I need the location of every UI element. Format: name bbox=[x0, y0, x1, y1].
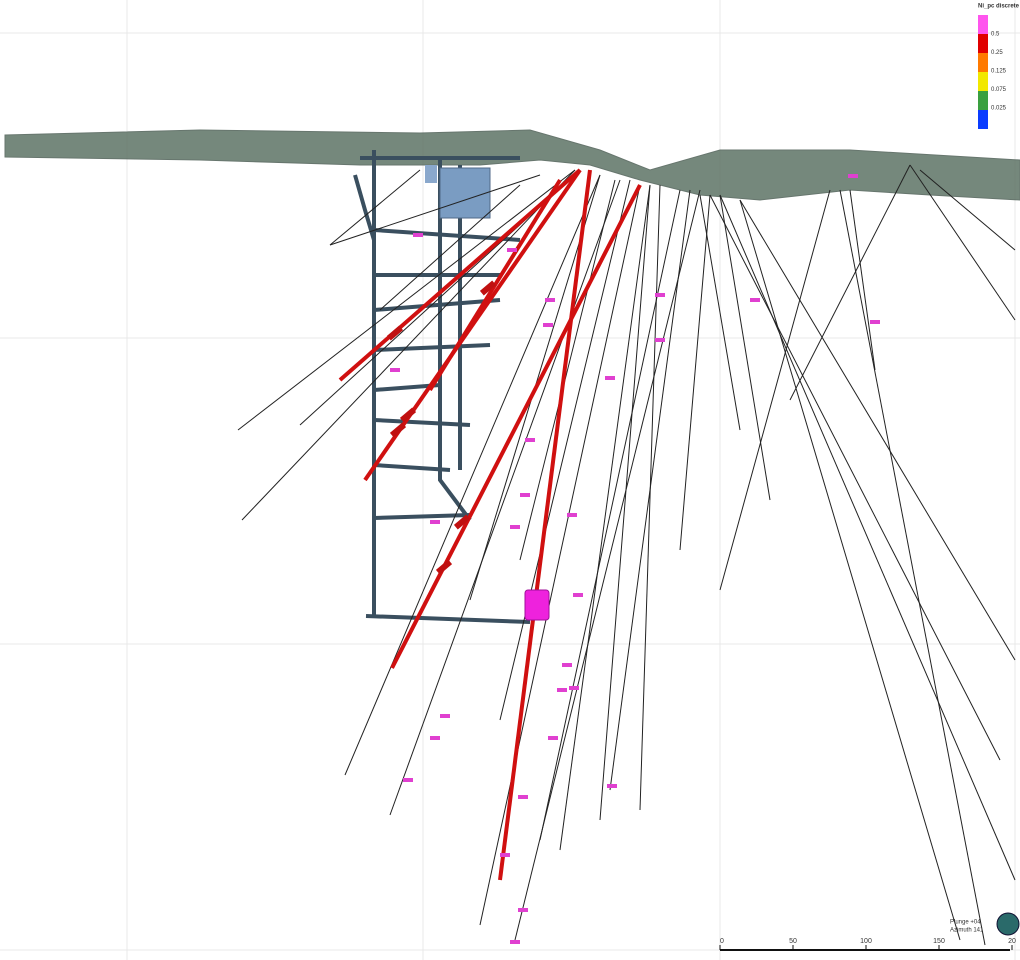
assay-marker bbox=[655, 293, 665, 297]
assay-marker bbox=[500, 853, 510, 857]
legend-label: 0.25 bbox=[991, 50, 1003, 56]
assay-marker bbox=[569, 686, 579, 690]
assay-marker bbox=[567, 513, 577, 517]
drillhole bbox=[639, 184, 661, 811]
assay-markers bbox=[386, 174, 880, 944]
drillhole bbox=[719, 189, 831, 591]
scale-label: 100 bbox=[860, 938, 872, 945]
drillholes bbox=[237, 164, 1016, 946]
legend-label: 0.125 bbox=[991, 69, 1007, 75]
assay-marker bbox=[390, 368, 400, 372]
scale-label: 50 bbox=[789, 938, 797, 945]
assay-marker bbox=[440, 714, 450, 718]
drillhole bbox=[739, 199, 961, 941]
azimuth: Azimuth 141 bbox=[950, 928, 984, 934]
legend-swatch bbox=[978, 53, 988, 72]
drillhole bbox=[539, 189, 681, 841]
scale-label: 20 bbox=[1008, 938, 1016, 945]
drillhole bbox=[909, 164, 1016, 321]
assay-marker bbox=[518, 908, 528, 912]
assay-marker bbox=[870, 320, 880, 324]
assay-marker bbox=[607, 784, 617, 788]
drillhole bbox=[237, 169, 576, 431]
drillhole bbox=[709, 194, 1001, 761]
drillhole bbox=[679, 194, 711, 551]
drillhole bbox=[719, 194, 771, 501]
drillhole bbox=[919, 169, 1016, 251]
assay-marker bbox=[543, 323, 553, 327]
legend-label: 0.025 bbox=[991, 106, 1007, 112]
assay-marker bbox=[557, 688, 567, 692]
assay-marker bbox=[605, 376, 615, 380]
drillhole bbox=[699, 194, 741, 431]
drillhole bbox=[344, 174, 601, 776]
scale-bar: 0 50 100 150 20 bbox=[719, 938, 1016, 951]
drillhole-red bbox=[498, 169, 592, 881]
assay-marker bbox=[573, 593, 583, 597]
drillhole bbox=[329, 174, 541, 246]
assay-marker bbox=[430, 736, 440, 740]
drillhole bbox=[559, 184, 651, 851]
drillhole bbox=[849, 189, 876, 371]
legend-label: 0.5 bbox=[991, 32, 1000, 38]
assay-marker bbox=[848, 174, 858, 178]
assay-marker bbox=[510, 525, 520, 529]
assay-marker bbox=[655, 338, 665, 342]
drillhole bbox=[241, 169, 576, 521]
globe-icon bbox=[996, 912, 1020, 936]
underground-workings bbox=[353, 150, 531, 624]
drillhole bbox=[499, 179, 631, 721]
assay-marker bbox=[562, 663, 572, 667]
legend-swatch bbox=[978, 110, 988, 129]
drillhole-red bbox=[338, 168, 582, 382]
assay-cylinder bbox=[524, 589, 550, 621]
drillhole bbox=[329, 169, 421, 246]
legend-swatch bbox=[978, 91, 988, 110]
legend-label: 0.075 bbox=[991, 87, 1007, 93]
scale-label: 0 bbox=[720, 938, 724, 945]
assay-marker bbox=[507, 248, 517, 252]
red-marker bbox=[389, 422, 407, 438]
legend-swatch bbox=[978, 15, 988, 34]
assay-marker bbox=[545, 298, 555, 302]
assay-marker bbox=[403, 778, 413, 782]
red-marker bbox=[386, 325, 404, 341]
assay-marker bbox=[430, 520, 440, 524]
assay-marker bbox=[525, 438, 535, 442]
red-marker bbox=[479, 280, 497, 296]
drillhole bbox=[839, 189, 986, 946]
drillhole bbox=[479, 184, 641, 926]
assay-marker bbox=[518, 795, 528, 799]
legend-swatch bbox=[978, 34, 988, 53]
plant-structure bbox=[439, 167, 491, 219]
legend-swatches: 0.5 0.25 0.125 0.075 0.025 bbox=[978, 15, 1007, 129]
drillhole-red bbox=[390, 184, 642, 669]
terrain-surface bbox=[4, 129, 1020, 201]
assay-marker bbox=[520, 493, 530, 497]
red-marker bbox=[453, 514, 471, 530]
drillhole bbox=[389, 179, 621, 816]
legend: Ni_pc discrete 0.5 0.25 0.125 0.075 0.025 bbox=[978, 4, 1020, 129]
drillhole bbox=[719, 194, 1016, 881]
plant-structure bbox=[425, 165, 437, 183]
drillhole bbox=[519, 179, 616, 561]
assay-marker bbox=[510, 940, 520, 944]
drillhole bbox=[379, 184, 521, 311]
legend-swatch bbox=[978, 72, 988, 91]
assay-marker bbox=[750, 298, 760, 302]
assay-marker bbox=[413, 233, 423, 237]
assay-marker bbox=[548, 736, 558, 740]
drillhole bbox=[789, 164, 911, 401]
drillhole bbox=[599, 184, 651, 821]
plunge: Plunge +04 bbox=[950, 920, 981, 926]
red-marker bbox=[399, 407, 417, 423]
legend-title: Ni_pc discrete bbox=[978, 4, 1020, 10]
scale-label: 150 bbox=[933, 938, 945, 945]
drillhole bbox=[609, 189, 691, 791]
red-marker bbox=[435, 559, 453, 575]
drillhole bbox=[739, 199, 1016, 661]
